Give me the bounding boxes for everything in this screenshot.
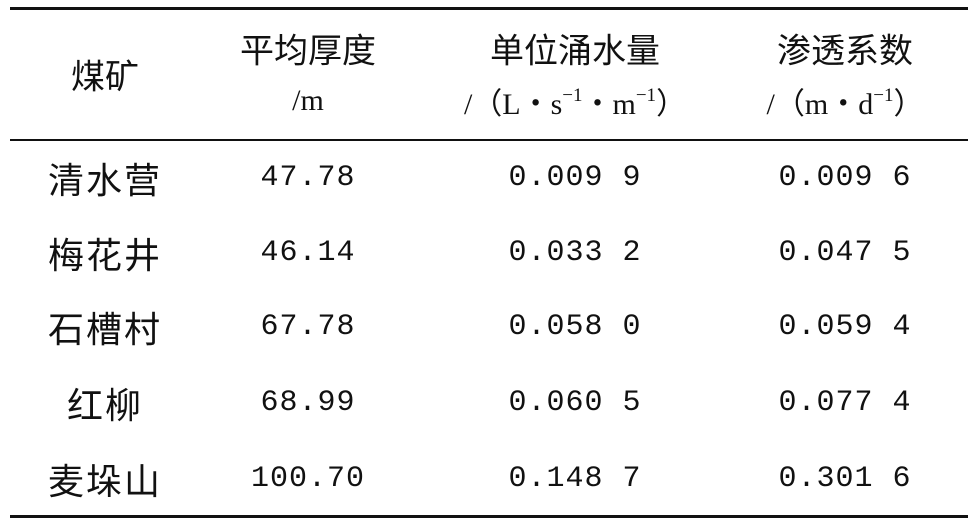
mine-name: 梅花井 [47,236,163,276]
value-cell: 0.077 4 [778,386,912,420]
unit-exponent: −1 [873,85,894,106]
header-cell: 煤矿 [71,59,139,97]
mine-name: 麦垛山 [47,462,163,502]
top-rule [10,7,968,10]
unit-part: /（L・s [463,88,563,121]
header-rule [10,139,968,141]
header-unit: /（L・s−1・m−1） [464,79,686,123]
mine-name: 红柳 [66,386,144,426]
unit-part: /m [292,84,324,117]
value-cell: 0.009 6 [778,161,912,195]
bottom-rule [10,515,968,518]
mine-name: 清水营 [47,161,163,201]
unit-part: ・m [582,88,636,121]
header-unit: /m [292,84,324,118]
value-cell: 0.033 2 [508,236,642,270]
value-cell: 100.70 [250,462,366,496]
header-cell: 单位涌水量 [490,33,660,71]
unit-exponent: −1 [562,85,583,106]
value-cell: 67.78 [260,310,356,344]
unit-exponent: −1 [635,85,657,106]
value-cell: 0.148 7 [508,462,642,496]
value-cell: 46.14 [260,236,356,270]
unit-part: ） [893,88,924,121]
value-cell: 68.99 [260,386,356,420]
value-cell: 0.047 5 [778,236,912,270]
header-unit: /（m・d−1） [767,79,924,123]
value-cell: 0.009 9 [508,161,642,195]
unit-part: /（m・d [766,88,874,121]
value-cell: 0.060 5 [508,386,642,420]
value-cell: 47.78 [260,161,356,195]
value-cell: 0.301 6 [778,462,912,496]
header-cell: 渗透系数 [777,33,913,71]
mine-name: 石槽村 [47,310,163,350]
value-cell: 0.059 4 [778,310,912,344]
header-cell: 平均厚度 [240,33,376,71]
unit-part: ） [656,88,687,121]
value-cell: 0.058 0 [508,310,642,344]
